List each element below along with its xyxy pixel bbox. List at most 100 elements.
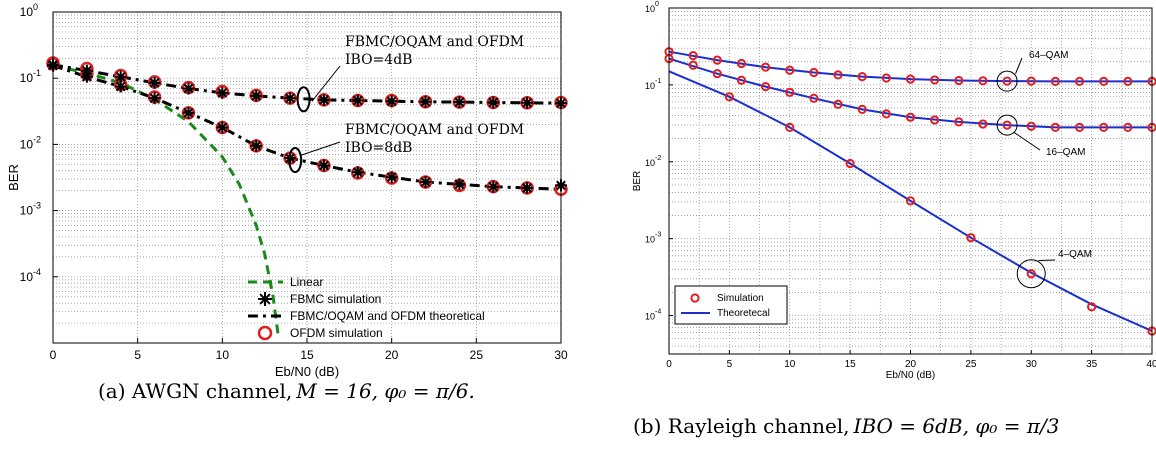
panel-a-ytick-exponent: -4 xyxy=(33,267,41,277)
panel-a-annotation-1-line1: FBMC/OQAM and OFDM xyxy=(345,34,524,50)
panel-b-sim-point xyxy=(1123,76,1133,87)
panel-a-ytick-label: 10 xyxy=(20,137,34,151)
panel-b-ytick-label: 10 xyxy=(645,158,655,168)
panel-b-xtick-label: 0 xyxy=(666,359,672,370)
panel-b-sim-point xyxy=(1026,121,1036,131)
panel-b-sim-point xyxy=(1087,302,1097,312)
panel-b-legend-label-sim: Simulation xyxy=(717,293,764,304)
panel-b-annotation-label-16: 16–QAM xyxy=(1046,147,1085,158)
panel-a-fbmc-point xyxy=(216,86,229,99)
panel-b-sim-point xyxy=(1026,76,1036,86)
panel-a-fbmc-point xyxy=(419,95,432,108)
panel-b-sim-point xyxy=(930,115,940,125)
panel-b-sim-point xyxy=(1050,122,1061,132)
panel-a-xtick-label: 5 xyxy=(134,348,141,362)
panel-b-sim-point xyxy=(833,70,843,80)
panel-b-sim-point xyxy=(954,75,964,86)
panel-b-sim-point xyxy=(1099,122,1109,132)
panel-b-annotation-circle-4 xyxy=(1016,259,1046,289)
panel-b-ytick-exponent: -3 xyxy=(655,232,661,239)
panel-a-fbmc-point xyxy=(521,181,534,194)
panel-b-sim-point xyxy=(905,112,916,122)
panel-b-xtick-label: 40 xyxy=(1146,359,1156,370)
panel-a-fbmc-point xyxy=(250,139,263,152)
panel-a-fbmc-point xyxy=(385,171,398,184)
panel-a-fbmc-point xyxy=(148,76,161,89)
panel-a-fbmc-point xyxy=(182,82,195,95)
panel-b-caption: (b) Rayleigh channel, IBO = 6dB, φ₀ = π/3 xyxy=(633,414,1059,438)
panel-a-fbmc-point xyxy=(284,92,297,105)
panel-a-legend-swatch-fbmc xyxy=(258,292,272,306)
panel-b-sim-point xyxy=(724,92,734,102)
panel-a-ytick-label: 10 xyxy=(20,71,34,85)
panel-a-ytick-exponent: -2 xyxy=(33,134,41,144)
panel-b-annotation-arrow-16 xyxy=(1014,132,1041,151)
panel-a-fbmc-point xyxy=(250,89,263,102)
panel-a-fbmc-point xyxy=(114,70,127,83)
panel-a-annotation-1-line2: IBO=4dB xyxy=(345,52,412,68)
panel-a-ytick-exponent: 0 xyxy=(33,2,38,12)
panel-b-sim-point xyxy=(761,82,771,92)
panel-b-ytick-label: 10 xyxy=(645,4,655,14)
panel-b-sim-point xyxy=(857,72,867,82)
panel-b-theory-curve-1 xyxy=(668,57,1152,129)
panel-a-ylabel: BER xyxy=(6,164,21,191)
panel-b-annotation-label-64: 64–QAM xyxy=(1029,50,1068,61)
panel-b-sim-point xyxy=(688,51,698,61)
panel-a-ytick-label: 10 xyxy=(20,270,34,284)
panel-a-caption-prefix: (a) AWGN channel, xyxy=(98,379,292,403)
panel-a-xlabel: Eb/N0 (dB) xyxy=(275,364,339,379)
panel-a-caption: (a) AWGN channel, M = 16, φ₀ = π/6. xyxy=(98,379,475,403)
panel-a-fbmc-point xyxy=(385,95,398,108)
panel-a-xtick-label: 25 xyxy=(470,348,484,362)
panel-a-legend: Linear FBMC simulation FBMC/OQAM and OFDM … xyxy=(248,275,485,341)
panel-b-sim-point xyxy=(712,69,722,79)
panel-b-sim-point xyxy=(978,119,988,129)
panel-b-sim-point xyxy=(845,158,855,169)
panel-a-ytick-label: 10 xyxy=(20,5,34,19)
panel-a-fbmc-point xyxy=(80,64,93,77)
panel-a-annotation-2-line2: IBO=8dB xyxy=(345,140,412,156)
panel-a-xtick-label: 20 xyxy=(385,348,399,362)
panel-b-sim-point xyxy=(954,117,964,127)
panel-b-sim-point xyxy=(736,58,747,69)
panel-b-ytick-label: 10 xyxy=(645,81,655,91)
panel-a-fbmc-point xyxy=(521,96,534,109)
panel-b-legend: Simulation Theoretecal xyxy=(674,285,788,325)
panel-a-xtick-label: 30 xyxy=(554,348,568,362)
panel-a-legend-swatch-ofdm xyxy=(257,325,273,341)
panel-b-annotation-circle-16 xyxy=(996,114,1018,136)
panel-b-ytick-label: 10 xyxy=(645,312,655,322)
panel-a-annotation-ellipse-2 xyxy=(288,147,303,174)
panel-a-fbmc-point xyxy=(148,92,161,105)
panel-a-legend-label: FBMC simulation xyxy=(290,292,381,306)
panel-a-fbmc-point xyxy=(317,159,330,172)
panel-a-series-theory-1 xyxy=(52,64,562,191)
panel-b-caption-prefix: (b) Rayleigh channel, xyxy=(633,414,850,438)
panel-a-xtick-label: 10 xyxy=(216,348,230,362)
panel-a-fbmc-point xyxy=(419,176,432,188)
panel-b-sim-point xyxy=(785,65,795,75)
panel-a-ytick-exponent: -1 xyxy=(33,68,41,78)
panel-b-sim-point xyxy=(736,75,747,85)
panel-b-annotation-circle-64 xyxy=(996,70,1018,92)
panel-a-fbmc-point xyxy=(453,178,466,191)
panel-b-caption-expr: IBO = 6dB, φ₀ = π/3 xyxy=(853,414,1060,438)
panel-b-ytick-exponent: 0 xyxy=(655,1,659,8)
panel-b-ytick-label: 10 xyxy=(645,235,655,245)
panel-b-legend-swatch-sim xyxy=(690,293,700,303)
panel-b-xlabel: Eb/N0 (dB) xyxy=(886,370,935,381)
panel-b-sim-point xyxy=(930,75,940,85)
panel-a-legend-label: Linear xyxy=(290,275,323,289)
panel-b-xtick-label: 10 xyxy=(784,359,796,370)
panel-b-xtick-label: 25 xyxy=(965,359,977,370)
panel-b-ytick-exponent: -1 xyxy=(655,78,661,85)
panel-b-sim-point xyxy=(905,196,916,206)
panel-a-fbmc-point xyxy=(182,106,195,119)
panel-a-fbmc-point xyxy=(487,96,500,109)
panel-b-sim-point xyxy=(712,55,722,65)
panel-b-xtick-label: 20 xyxy=(905,359,917,370)
panel-b-sim-point xyxy=(1002,120,1012,130)
panel-a-legend-label: OFDM simulation xyxy=(290,326,383,340)
